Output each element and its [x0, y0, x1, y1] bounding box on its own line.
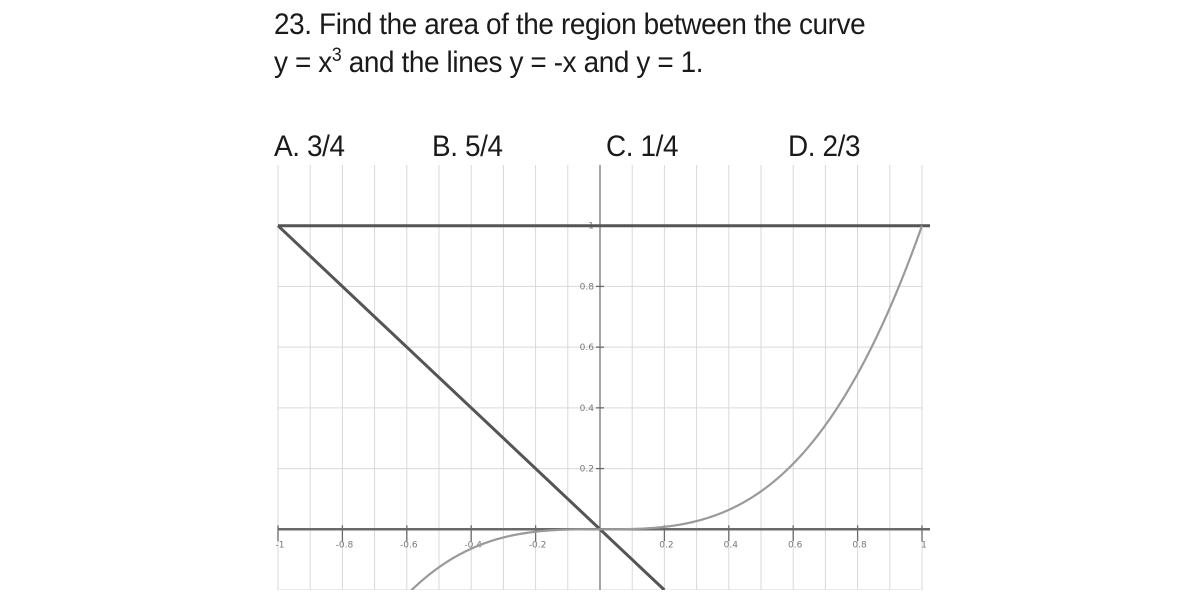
x-tick-label: -0.2: [529, 540, 547, 550]
x-tick-label: 1: [921, 540, 927, 550]
x-tick-label: -0.8: [336, 540, 354, 550]
x-tick-label: 0.4: [724, 540, 739, 550]
y-tick-label: 0.6: [580, 343, 595, 353]
x-tick-label: -0.6: [400, 540, 418, 550]
x-tick-label: 0.6: [788, 540, 803, 550]
answer-choices: A. 3/4 B. 5/4 C. 1/4 D. 2/3: [0, 130, 1200, 170]
problem-statement: 23. Find the area of the region between …: [274, 6, 925, 82]
y-tick-label: 0.4: [580, 404, 595, 414]
y-tick-label: 0.2: [580, 465, 594, 475]
equation-exponent: 3: [331, 45, 342, 66]
tick-labels: -1 -0.8 -0.6 -0.4 -0.2 0.2 0.4 0.6 0.8 1 0.2 0.4 0.6…: [276, 222, 927, 551]
problem-line-2: y = x3 and the lines y = -x and y = 1.: [274, 44, 925, 82]
plotted-curves: [276, 224, 930, 590]
equation-prefix: y = x: [274, 46, 332, 79]
y-tick-label: 0.8: [580, 282, 595, 292]
choice-a[interactable]: A. 3/4: [274, 130, 345, 163]
equation-suffix: and the lines y = -x and y = 1.: [341, 46, 704, 79]
x-tick-label: 0.8: [852, 540, 867, 550]
axes: [277, 165, 930, 590]
x-tick-label: -0.4: [464, 540, 482, 550]
function-graph: -1 -0.8 -0.6 -0.4 -0.2 0.2 0.4 0.6 0.8 1 0.2 0.4 0.6…: [276, 165, 930, 590]
x-tick-label: 0.2: [659, 540, 673, 550]
choice-c[interactable]: C. 1/4: [606, 130, 679, 163]
curve-y-equals-x-cubed: [410, 225, 924, 590]
x-tick-label: -1: [276, 540, 285, 550]
choice-b[interactable]: B. 5/4: [432, 130, 503, 163]
problem-line-1: 23. Find the area of the region between …: [274, 8, 866, 41]
choice-d[interactable]: D. 2/3: [788, 130, 861, 163]
